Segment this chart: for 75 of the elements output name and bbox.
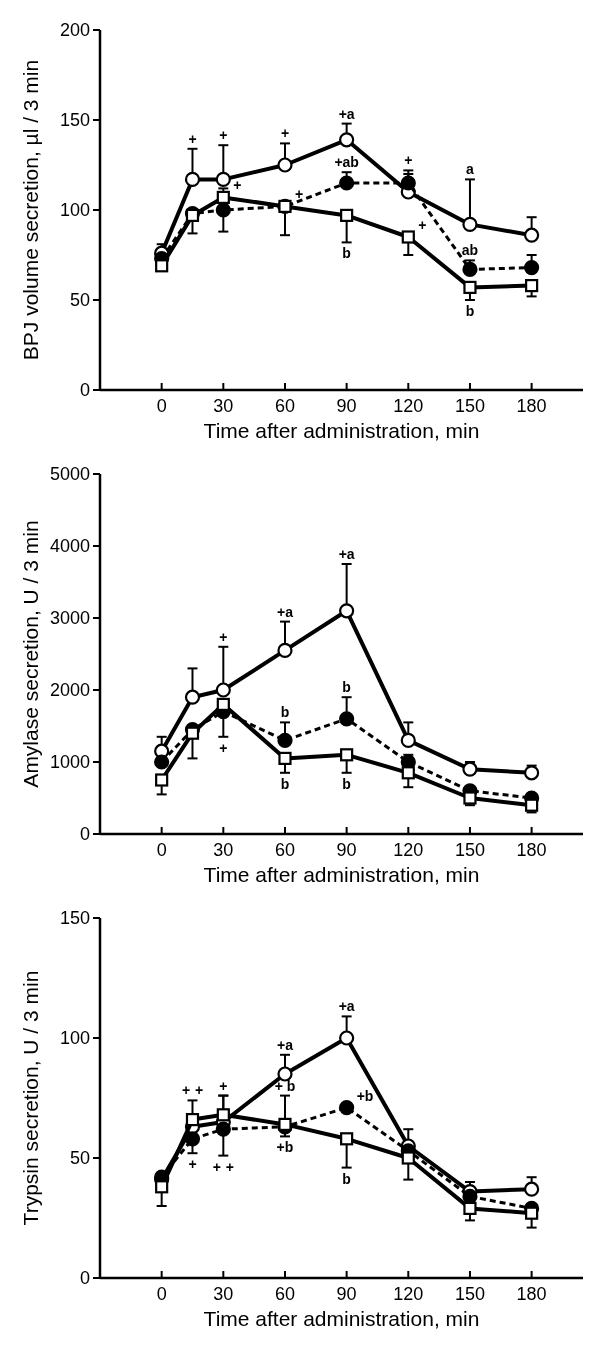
y-tick-label: 150: [59, 110, 90, 131]
annotation: b: [280, 704, 290, 721]
annotation: +: [418, 217, 427, 233]
annotation: +: [194, 1082, 204, 1099]
x-tick-label: 30: [213, 1284, 234, 1304]
annotation: + b: [274, 1077, 296, 1094]
y-axis-title: Amylase secretion, U / 3 min: [19, 520, 42, 788]
annotation: +ab: [334, 154, 359, 171]
annotation: b: [465, 303, 475, 319]
annotation: +: [233, 177, 242, 194]
x-tick-label: 30: [213, 396, 234, 416]
x-tick-label: 90: [336, 840, 357, 860]
x-tick-label: 150: [454, 396, 485, 416]
annotation: +: [280, 125, 290, 142]
y-tick-label: 100: [59, 200, 90, 221]
y-tick-label: 50: [69, 290, 90, 311]
annotation: +: [212, 1158, 221, 1175]
x-tick-label: 180: [516, 1284, 547, 1304]
annotation: +: [294, 186, 304, 203]
x-tick-label: 180: [516, 396, 547, 416]
y-tick-label: 200: [59, 20, 90, 41]
y-axis-title: Trypsin secretion, U / 3 min: [19, 970, 42, 1226]
annotation: +: [219, 628, 228, 645]
annotation: +: [188, 1156, 197, 1173]
annotation: +: [225, 1158, 234, 1175]
y-tick-label: 3000: [49, 608, 90, 629]
annotation: ab: [461, 242, 479, 259]
x-tick-label: 150: [454, 840, 485, 860]
annotation: b: [342, 775, 351, 792]
x-axis-title: Time after administration, min: [203, 419, 480, 442]
x-tick-label: 120: [393, 840, 424, 860]
annotation: b: [342, 679, 351, 696]
x-tick-label: 120: [393, 1284, 424, 1304]
x-tick-label: 0: [156, 840, 167, 860]
y-tick-label: 2000: [49, 680, 90, 701]
y-tick-label: 0: [79, 824, 90, 845]
annotation: +a: [276, 603, 294, 620]
x-axis-title: Time after administration, min: [203, 1307, 480, 1330]
y-tick-label: 100: [59, 1028, 90, 1049]
y-tick-label: 0: [79, 1268, 90, 1289]
x-tick-label: 90: [336, 1284, 357, 1304]
annotation: +: [188, 130, 197, 147]
y-tick-label: 0: [79, 380, 90, 401]
annotation: +a: [276, 1036, 294, 1053]
annotation: +a: [338, 546, 355, 562]
x-tick-label: 90: [336, 396, 357, 416]
annotation: a: [466, 161, 475, 178]
y-tick-label: 150: [59, 908, 90, 929]
x-tick-label: 60: [274, 1284, 295, 1304]
y-tick-label: 4000: [49, 536, 90, 557]
y-tick-label: 1000: [49, 752, 90, 773]
y-tick-label: 50: [69, 1148, 90, 1169]
annotation: +a: [338, 998, 355, 1015]
annotation: +b: [356, 1087, 374, 1104]
annotation: b: [342, 1170, 351, 1187]
annotation: b: [280, 775, 290, 792]
x-tick-label: 0: [156, 396, 167, 416]
annotation: b: [342, 245, 351, 262]
x-tick-label: 30: [213, 840, 234, 860]
annotation: +a: [338, 105, 355, 122]
x-axis-title: Time after administration, min: [203, 863, 480, 886]
x-tick-label: 120: [393, 396, 424, 416]
x-tick-label: 60: [274, 396, 295, 416]
x-tick-label: 180: [516, 840, 547, 860]
annotation: +: [219, 1077, 228, 1094]
y-axis-title: BPJ volume secretion, µl / 3 min: [19, 59, 42, 361]
annotation: +: [219, 127, 228, 144]
annotation: +b: [276, 1139, 294, 1156]
x-tick-label: 0: [156, 1284, 167, 1304]
x-tick-label: 150: [454, 1284, 485, 1304]
annotation: +: [404, 152, 413, 169]
annotation: +: [219, 739, 228, 756]
y-tick-label: 5000: [49, 464, 90, 485]
annotation: +: [181, 1082, 191, 1099]
x-tick-label: 60: [274, 840, 295, 860]
